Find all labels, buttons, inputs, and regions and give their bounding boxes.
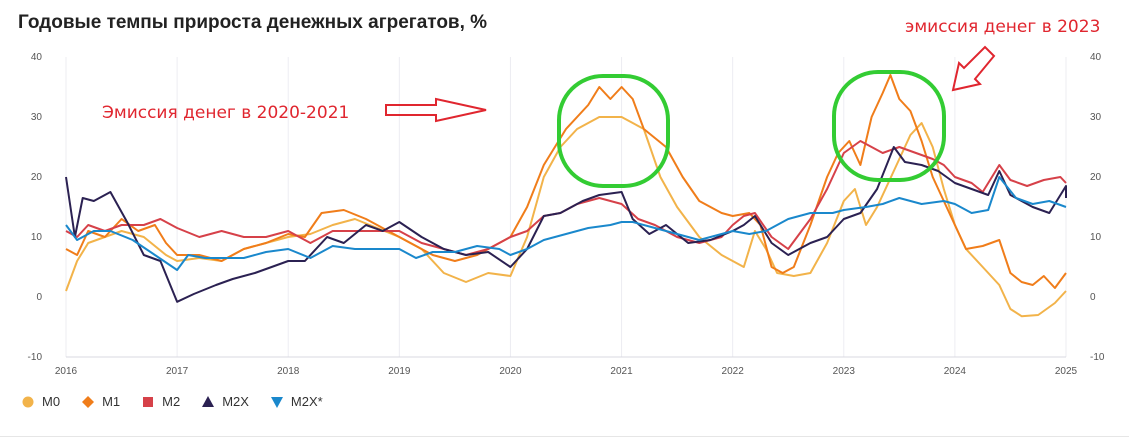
diamond-marker-icon — [82, 395, 95, 408]
y-tick-right-30: 30 — [1090, 112, 1102, 123]
bottom-divider — [0, 436, 1129, 437]
x-tick-2023: 2023 — [833, 366, 856, 377]
y-tick-right-0: 0 — [1090, 292, 1096, 303]
x-tick-2019: 2019 — [388, 366, 411, 377]
x-axis: 2016 2017 2018 2019 2020 2021 2022 2023 2024 2025 — [55, 366, 1078, 377]
series-line-m2x-star — [65, 176, 1067, 271]
chart-title: Годовые темпы прироста денежных агрегато… — [18, 12, 488, 33]
x-tick-2020: 2020 — [499, 366, 522, 377]
legend-item-m0[interactable]: M0 — [22, 394, 60, 409]
y-tick-left-40: 40 — [31, 52, 43, 63]
arrow-down-left-icon — [951, 45, 996, 92]
y-tick-left-0: 0 — [36, 292, 42, 303]
series-line-m2x — [65, 146, 1067, 303]
legend: M0 M1 M2 M2X M2X* — [22, 394, 323, 409]
x-tick-2018: 2018 — [277, 366, 300, 377]
series-line-m1 — [65, 74, 1067, 289]
annotation-left: Эмиссия денег в 2020-2021 — [102, 103, 349, 123]
triangle-down-marker-icon — [270, 396, 283, 408]
legend-item-m2[interactable]: M2 — [142, 394, 180, 409]
x-tick-2016: 2016 — [55, 366, 78, 377]
series-lines — [65, 74, 1067, 318]
legend-item-m1[interactable]: M1 — [82, 394, 120, 409]
legend-item-m2x-star[interactable]: M2X* — [270, 394, 323, 409]
annotation-right: эмиссия денег в 2023 — [905, 17, 1100, 37]
legend-label: M0 — [42, 394, 61, 409]
legend-label: M1 — [102, 394, 121, 409]
legend-label: M2X* — [290, 394, 323, 409]
y-tick-right--10: -10 — [1090, 352, 1105, 363]
triangle-up-marker-icon — [202, 395, 215, 407]
legend-label: M2X — [222, 394, 249, 409]
y-axis-left: 40 30 20 10 0 -10 — [28, 52, 43, 363]
y-tick-left-30: 30 — [31, 112, 43, 123]
series-line-m2 — [65, 140, 1067, 256]
x-tick-2022: 2022 — [722, 366, 745, 377]
grid-lines — [65, 57, 1067, 358]
y-tick-left-10: 10 — [31, 232, 43, 243]
circle-marker-icon — [22, 396, 34, 407]
series-line-m0 — [65, 116, 1067, 318]
x-tick-2025: 2025 — [1055, 366, 1078, 377]
x-tick-2021: 2021 — [610, 366, 633, 377]
y-tick-left--10: -10 — [28, 352, 43, 363]
y-tick-right-20: 20 — [1090, 172, 1102, 183]
x-tick-2017: 2017 — [166, 366, 189, 377]
highlight-2020-2021 — [557, 74, 670, 188]
y-tick-right-10: 10 — [1090, 232, 1102, 243]
x-tick-2024: 2024 — [944, 366, 967, 377]
square-marker-icon — [143, 396, 154, 407]
legend-label: M2 — [162, 394, 181, 409]
y-tick-left-20: 20 — [31, 172, 43, 183]
y-tick-right-40: 40 — [1090, 52, 1102, 63]
arrow-right-icon — [385, 97, 487, 123]
highlight-2023 — [832, 70, 946, 182]
legend-item-m2x[interactable]: M2X — [202, 394, 249, 409]
y-axis-right: 40 30 20 10 0 -10 — [1090, 52, 1105, 363]
